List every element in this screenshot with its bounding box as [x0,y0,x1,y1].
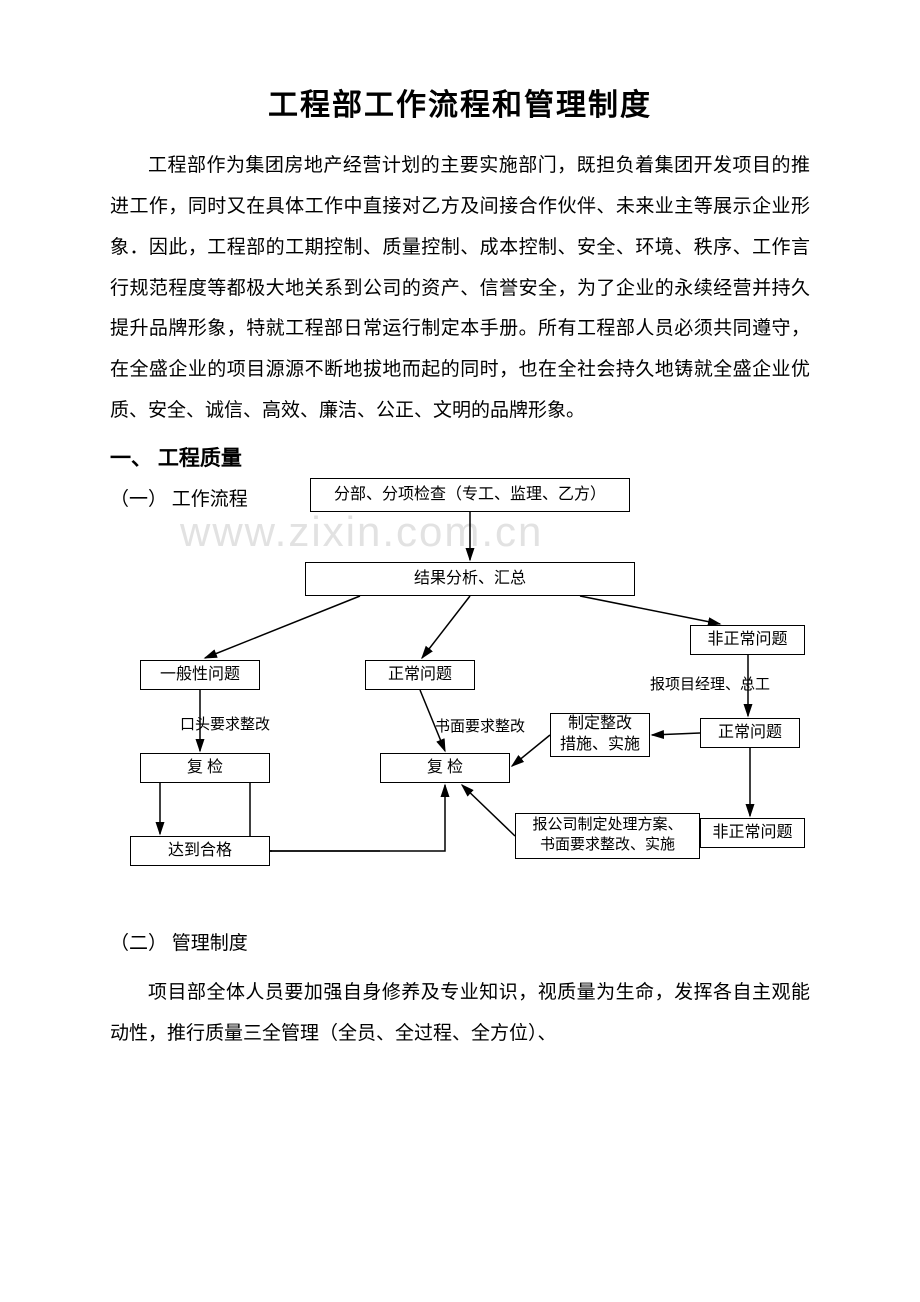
flow-node-normal: 正常问题 [365,660,475,690]
flow-node-general: 一般性问题 [140,660,260,690]
flow-node-analyze: 结果分析、汇总 [305,562,635,596]
flow-node-recheck-2: 复 检 [380,753,510,783]
page: 工程部工作流程和管理制度 工程部作为集团房地产经营计划的主要实施部门，既担负着集… [0,0,920,1302]
flow-node-pass: 达到合格 [130,836,270,866]
flow-label-written: 书面要求整改 [435,715,525,736]
flow-label-oral: 口头要求整改 [180,713,270,734]
page-title: 工程部工作流程和管理制度 [110,80,810,124]
flow-node-inspect: 分部、分项检查（专工、监理、乙方） [310,478,630,512]
flow-node-company-plan: 报公司制定处理方案、 书面要求整改、实施 [515,813,700,859]
heading-quality: 一、 工程质量 [110,442,810,472]
flow-node-abnormal: 非正常问题 [690,625,805,655]
flow-node-measures: 制定整改 措施、实施 [550,713,650,757]
flow-node-abnormal-2: 非正常问题 [700,818,805,848]
management-paragraph: 项目部全体人员要加强自身修养及专业知识，视质量为生命，发挥各自主观能动性，推行质… [110,973,810,1055]
section-management: （二） 管理制度 项目部全体人员要加强自身修养及专业知识，视质量为生命，发挥各自… [110,928,810,1055]
flow-node-normal-2: 正常问题 [700,718,800,748]
flow-node-recheck-1: 复 检 [140,753,270,783]
flow-label-report: 报项目经理、总工 [650,673,770,694]
flowchart: 分部、分项检查（专工、监理、乙方） 结果分析、汇总 一般性问题 正常问题 非正常… [110,478,810,898]
subheading-management: （二） 管理制度 [110,928,810,955]
intro-paragraph: 工程部作为集团房地产经营计划的主要实施部门，既担负着集团开发项目的推进工作，同时… [110,146,810,432]
flow-section: （一） 工作流程 www.zixin.com.cn [110,478,810,898]
